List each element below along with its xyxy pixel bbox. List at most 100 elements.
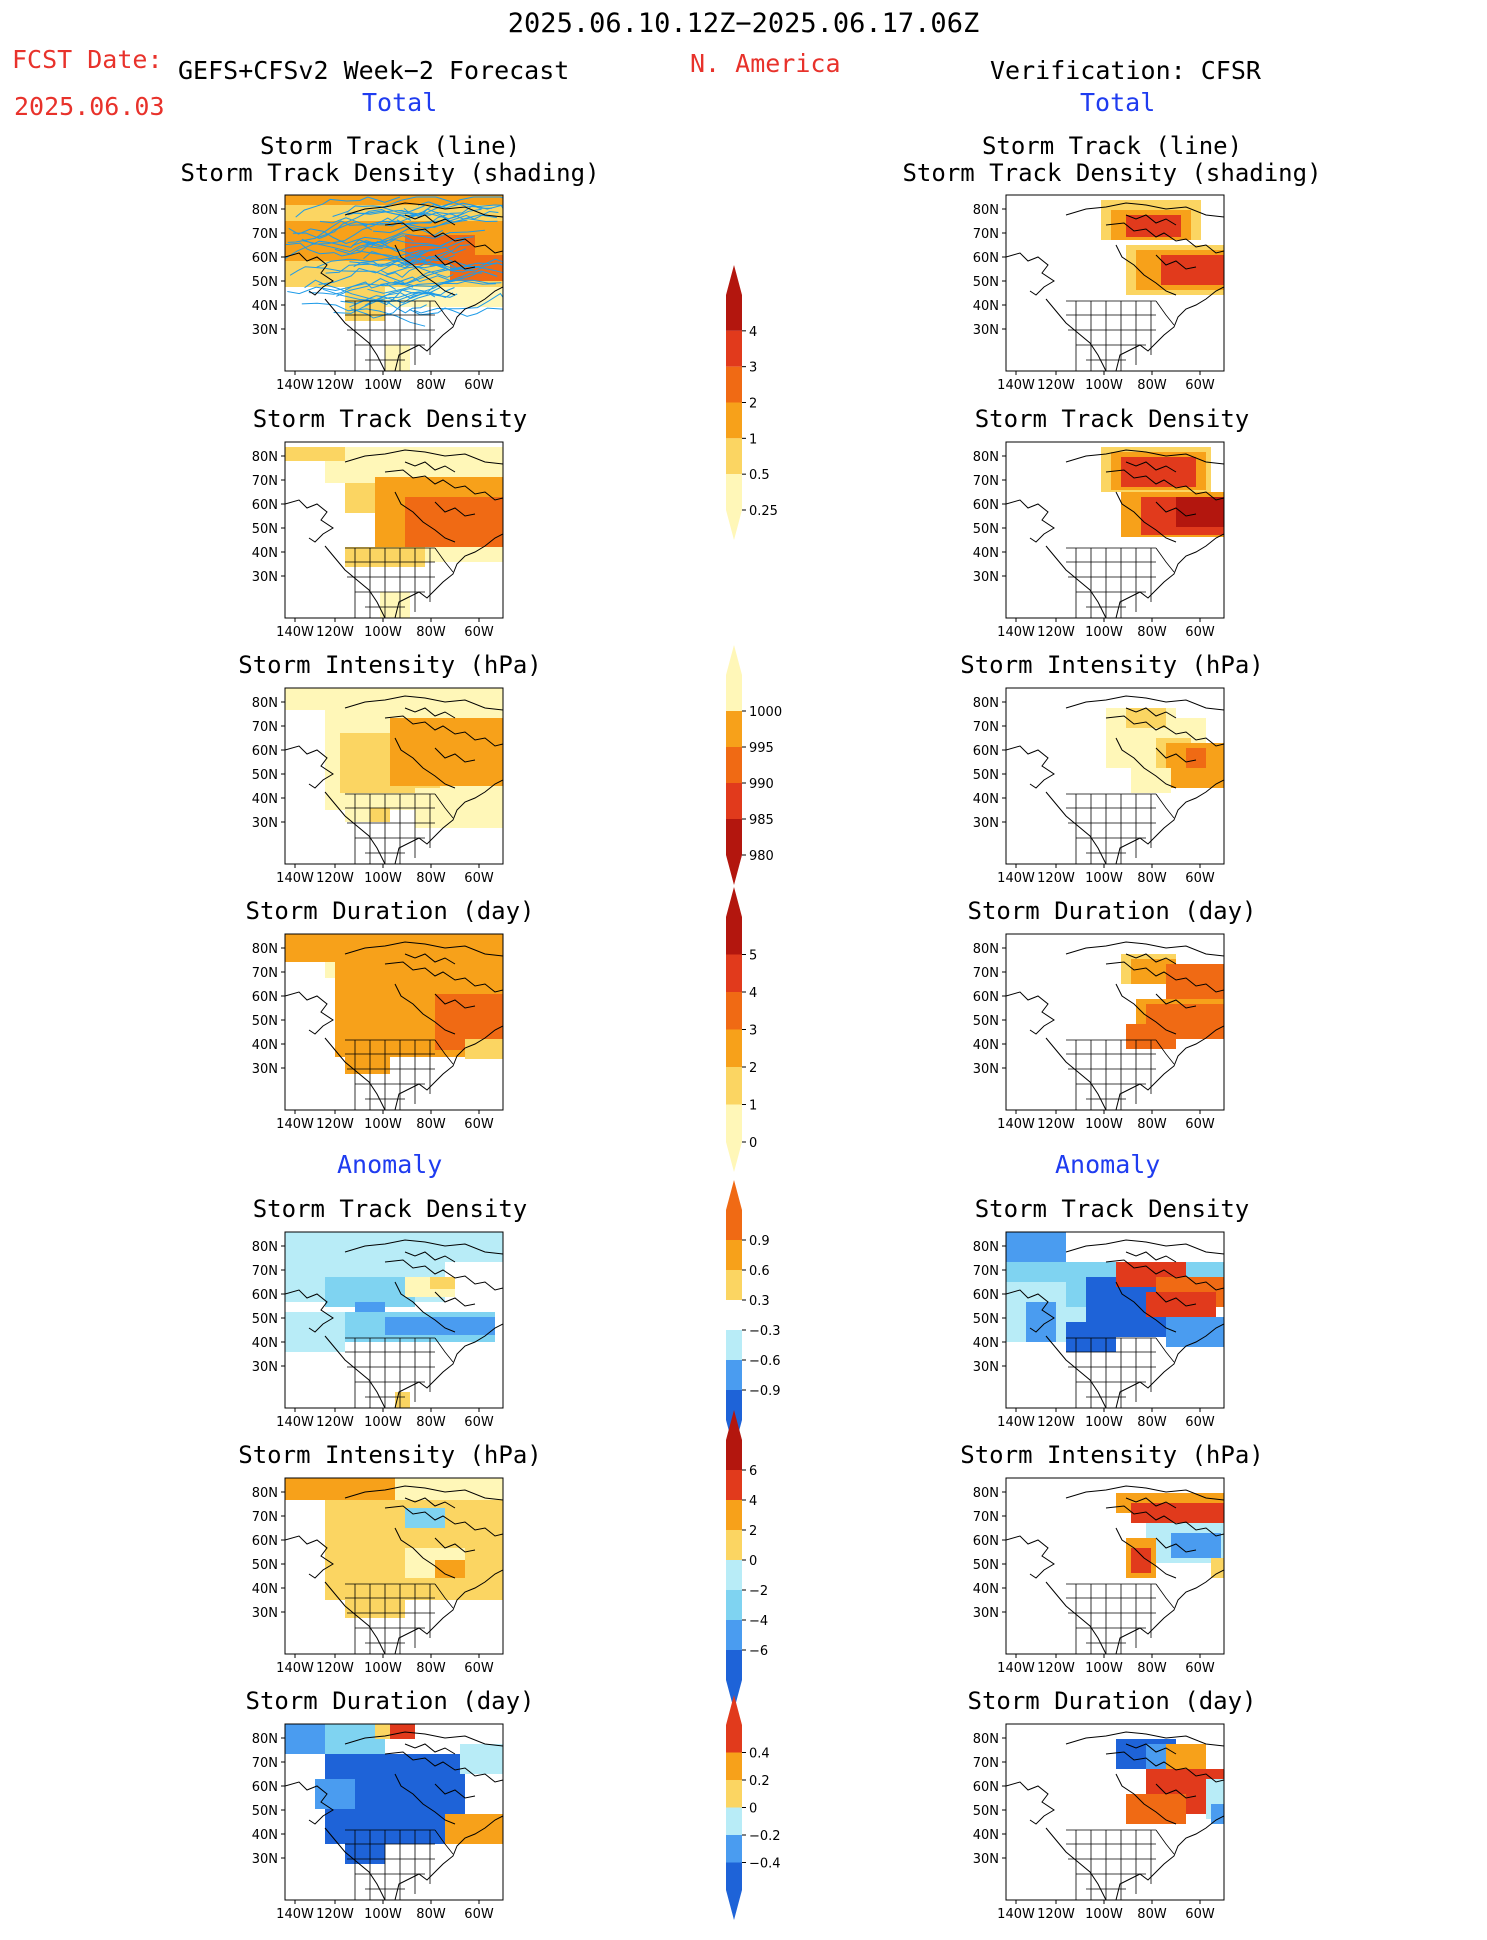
colorbar-top-arrow [726, 265, 742, 295]
panel-title: Storm Intensity (hPa) [852, 1442, 1372, 1469]
coastline [1065, 1731, 1224, 1747]
lon-tick-label: 60W [464, 625, 494, 640]
lat-tick-label: 80N [252, 1240, 278, 1255]
state-border [434, 1337, 454, 1363]
lon-tick-label: 80W [416, 625, 446, 640]
map-frame [1005, 1723, 1225, 1901]
coastline [434, 747, 476, 763]
map-frame [284, 1231, 504, 1409]
colorbar-segment [726, 1440, 742, 1470]
lon-tick-label: 140W [276, 1415, 314, 1430]
lat-tick-label: 30N [973, 570, 999, 585]
storm-track-line [396, 258, 503, 273]
lat-tick-label: 40N [252, 792, 278, 807]
shaded-cell [1161, 255, 1224, 285]
lat-tick-label: 70N [252, 1756, 278, 1771]
map-plot: 80N 70N 60N 50N 40N 30N 140W 120W 100W 80W 60W [973, 194, 1225, 393]
shaded-cell [435, 1560, 465, 1578]
colorbar-segment [726, 675, 742, 711]
lon-tick-label: 120W [1037, 1415, 1075, 1430]
colorbar-tick-label: 0 [749, 1802, 757, 1817]
lon-tick-label: 80W [416, 378, 446, 393]
colorbar-tick-label: 0.2 [749, 1774, 770, 1789]
lon-tick-label: 60W [464, 1117, 494, 1132]
coastline [1125, 707, 1177, 719]
shaded-cell [1211, 1558, 1224, 1578]
colorbar-tick-label: 0.5 [749, 468, 770, 483]
coastline [1115, 1281, 1177, 1333]
coastline [1115, 1323, 1224, 1408]
lat-tick-label: 80N [973, 450, 999, 465]
map-plot: 80N 70N 60N 50N 40N 30N 140W 120W 100W 80W 60W [252, 441, 504, 640]
coastline [1155, 501, 1197, 517]
coastline [1155, 1537, 1197, 1553]
coastline [384, 1505, 503, 1537]
panel-title-line1: Storm Intensity (hPa) [960, 1441, 1264, 1469]
state-border [1155, 1039, 1175, 1065]
lon-tick-label: 140W [276, 1661, 314, 1676]
lat-tick-label: 70N [252, 1264, 278, 1279]
lat-tick-label: 70N [973, 1264, 999, 1279]
coastline [344, 449, 503, 465]
storm-track-line [295, 196, 401, 218]
coastline [394, 286, 503, 371]
coastline [1045, 1037, 1107, 1110]
map-frame [284, 933, 504, 1111]
coastline [1065, 1239, 1224, 1255]
coastline [394, 779, 503, 864]
lon-tick-label: 60W [1185, 625, 1215, 640]
lat-tick-label: 50N [252, 1014, 278, 1029]
storm-track-line [301, 217, 398, 245]
storm-track-line [301, 302, 426, 327]
lon-tick-label: 120W [316, 1661, 354, 1676]
colorbar-tick-label: 4 [749, 325, 757, 340]
state-border [434, 1583, 454, 1609]
colorbar-tick-label: 3 [749, 361, 757, 376]
lat-tick-label: 70N [252, 720, 278, 735]
panel-title-line1: Storm Duration (day) [245, 897, 535, 925]
coastline [384, 469, 503, 501]
fcst-date: 2025.06.03 [14, 92, 165, 121]
colorbar-bottom-arrow [726, 855, 742, 885]
coastline [1115, 491, 1177, 543]
state-border [1155, 1337, 1175, 1363]
colorbar-tick-label: 995 [749, 741, 774, 756]
panel-title: Storm Track Density [852, 406, 1372, 433]
lat-tick-label: 30N [973, 1360, 999, 1375]
storm-track-line [292, 221, 368, 240]
fcst-label: FCST Date: [12, 45, 163, 74]
panel-title: Storm Intensity (hPa) [852, 652, 1372, 679]
lat-tick-label: 60N [973, 1534, 999, 1549]
coastline [384, 715, 503, 747]
shaded-cell [395, 1478, 503, 1500]
lon-tick-label: 80W [416, 1117, 446, 1132]
colorbar-segment [726, 1240, 742, 1270]
panel-title-line2: Storm Track Density (shading) [180, 159, 600, 187]
colorbar-bottom-arrow [726, 1890, 742, 1920]
colorbar-segment [726, 1300, 742, 1330]
lat-tick-label: 60N [973, 498, 999, 513]
coastline [434, 1537, 476, 1553]
lon-tick-label: 80W [1137, 1661, 1167, 1676]
shaded-cell [1126, 215, 1181, 237]
lat-tick-label: 30N [252, 816, 278, 831]
map-frame [1005, 1477, 1225, 1655]
shaded-cell [1126, 708, 1166, 728]
colorbar-segment [726, 1360, 742, 1390]
lon-tick-label: 60W [464, 1661, 494, 1676]
colorbar-tick-label: 3 [749, 1024, 757, 1039]
map-frame [284, 1723, 504, 1901]
coastline [1115, 1815, 1224, 1900]
shaded-cell [390, 718, 503, 786]
storm-track-line [318, 258, 414, 285]
coastline [1115, 983, 1177, 1035]
coastline [1125, 1497, 1177, 1509]
lon-tick-label: 140W [997, 1661, 1035, 1676]
lat-tick-label: 60N [252, 1780, 278, 1795]
storm-track-line [364, 208, 482, 226]
coastline [285, 499, 334, 543]
coastline [1125, 1251, 1177, 1263]
lat-tick-label: 30N [973, 816, 999, 831]
lon-tick-label: 60W [1185, 1117, 1215, 1132]
lon-tick-label: 120W [1037, 1117, 1075, 1132]
